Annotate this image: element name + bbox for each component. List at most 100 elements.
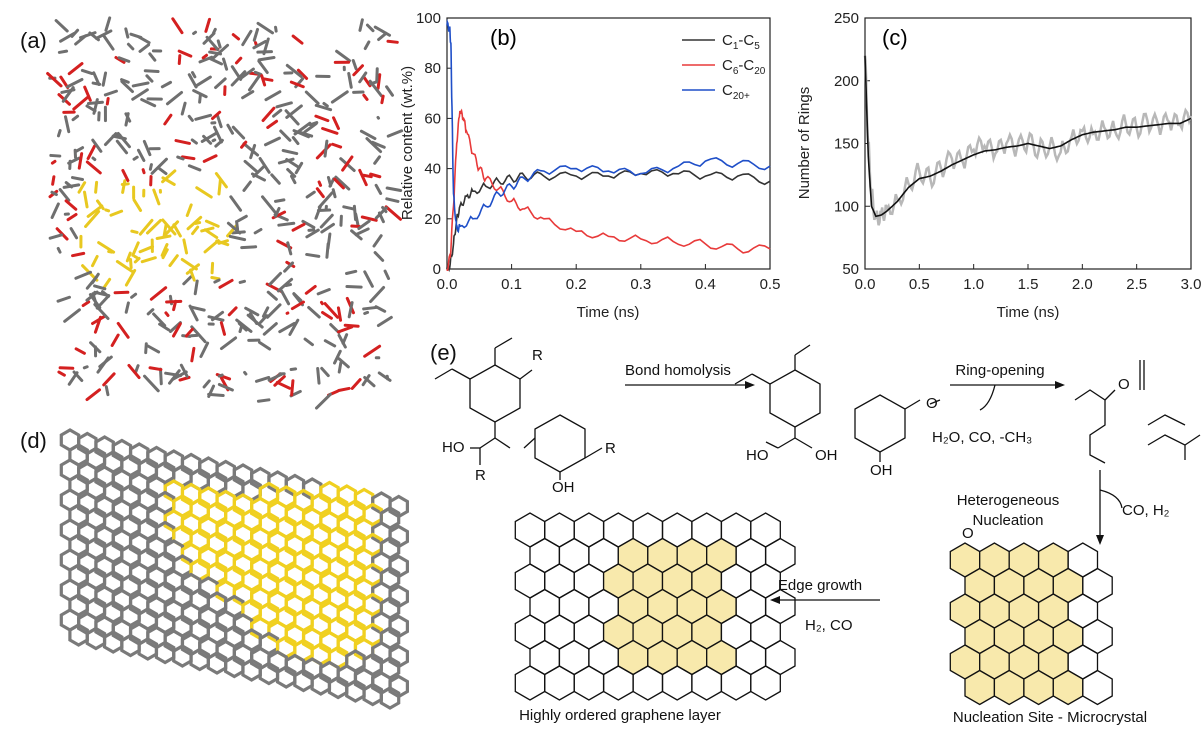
bond <box>350 224 361 229</box>
bond <box>72 370 84 383</box>
bond <box>146 308 155 316</box>
bond <box>258 157 271 174</box>
bond <box>79 31 97 40</box>
bond <box>262 37 270 56</box>
bond <box>124 112 130 127</box>
ring <box>327 675 349 700</box>
bond <box>248 312 259 325</box>
bond <box>214 77 227 90</box>
bond <box>363 310 370 316</box>
bond <box>192 30 198 36</box>
bond <box>323 302 340 319</box>
bond <box>180 257 198 271</box>
bond <box>67 156 81 165</box>
bond <box>69 227 79 240</box>
bond <box>285 104 303 119</box>
bond <box>272 108 283 118</box>
bond <box>315 143 332 160</box>
bond <box>148 163 153 171</box>
y-tick-label: 150 <box>834 136 859 153</box>
bond <box>146 344 161 354</box>
bond <box>72 96 89 111</box>
graphene-image-d <box>59 428 409 710</box>
hex-ring <box>573 665 605 701</box>
bond <box>145 218 163 235</box>
bond <box>307 228 316 232</box>
bond <box>133 256 141 264</box>
bond <box>213 278 221 284</box>
bond <box>332 116 340 130</box>
bond <box>202 134 213 145</box>
bond <box>137 148 146 162</box>
bond <box>326 232 332 250</box>
bond <box>293 121 312 136</box>
bond <box>385 186 403 192</box>
bond <box>204 219 220 228</box>
bond <box>373 155 382 165</box>
bond <box>120 182 130 186</box>
hex-ring <box>573 512 605 548</box>
bond <box>242 142 260 157</box>
bond <box>362 93 369 101</box>
bond <box>172 299 178 312</box>
bond <box>376 115 381 120</box>
bond <box>61 86 75 103</box>
bond <box>284 109 300 126</box>
bond <box>347 71 353 89</box>
arrow-head-3 <box>1096 535 1104 545</box>
bond <box>48 233 63 240</box>
series-line-C20+ <box>446 18 771 234</box>
bond <box>131 241 140 257</box>
bond <box>74 146 85 153</box>
bond <box>256 21 275 35</box>
bond <box>160 243 169 257</box>
y-tick-label: 80 <box>424 60 441 77</box>
arrow-head-1 <box>745 381 755 389</box>
bond <box>385 197 400 203</box>
bond <box>288 318 300 336</box>
bond <box>352 204 358 222</box>
bond <box>121 168 130 183</box>
bond <box>280 289 291 306</box>
bond <box>261 195 277 214</box>
dimer-ring-1 <box>469 364 521 423</box>
atom-label: HO <box>746 447 769 464</box>
bond <box>273 206 281 218</box>
bond <box>314 114 330 123</box>
bond <box>247 74 261 92</box>
bond <box>333 349 342 365</box>
bond <box>277 157 295 165</box>
y-tick-label: 250 <box>834 10 859 27</box>
bond <box>292 292 303 302</box>
bond <box>303 337 314 347</box>
bond <box>144 342 148 355</box>
bond <box>104 208 111 213</box>
hex-ring <box>750 512 781 548</box>
series-line-raw <box>863 55 1193 226</box>
hex-ring <box>558 588 590 625</box>
bond <box>268 271 282 286</box>
bond <box>132 155 139 161</box>
bond <box>90 272 100 285</box>
bond <box>266 290 278 301</box>
bond <box>182 275 193 286</box>
bond <box>74 270 93 280</box>
bond <box>214 138 224 148</box>
bond <box>307 305 321 319</box>
bond <box>219 336 238 351</box>
bond <box>192 89 208 99</box>
bond <box>341 155 354 172</box>
bond <box>140 98 157 108</box>
bond <box>243 370 248 376</box>
bond <box>210 310 225 322</box>
bond <box>94 29 113 40</box>
co-h2-label: CO, H₂ <box>1122 502 1170 519</box>
hex-ring <box>544 614 575 650</box>
bond <box>70 28 80 38</box>
bond <box>174 139 191 145</box>
bond <box>243 159 259 174</box>
bond <box>231 125 246 140</box>
ring <box>362 682 383 707</box>
bond <box>250 172 266 182</box>
bond <box>187 114 194 122</box>
